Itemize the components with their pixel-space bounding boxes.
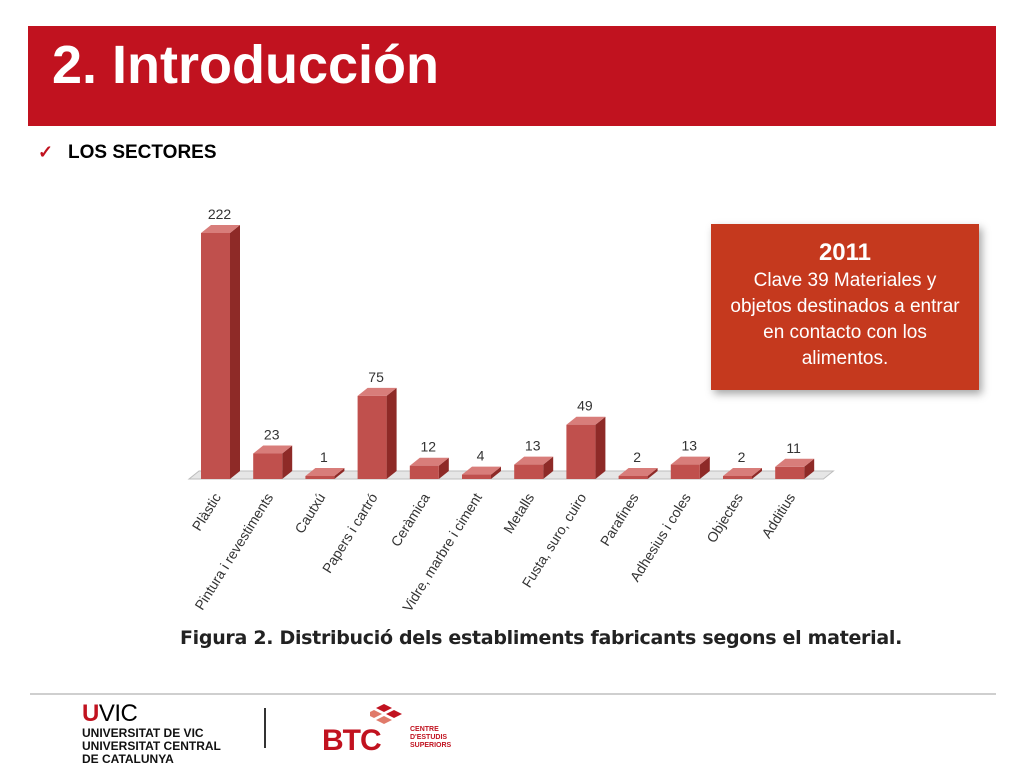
- uvic-logo: UVIC: [82, 700, 138, 728]
- uvic-logo-u: U: [82, 700, 99, 727]
- bar-top: [618, 468, 658, 476]
- bar-side: [543, 456, 554, 479]
- data-label: 75: [368, 369, 384, 385]
- bar-top: [670, 456, 710, 465]
- btc-logo-text: BTC: [322, 724, 382, 757]
- btc-logo-mark-icon: [370, 704, 402, 724]
- category-label: Ceràmica: [388, 490, 433, 549]
- data-label: 49: [577, 398, 593, 414]
- bar: [723, 476, 752, 479]
- bar-top: [462, 466, 501, 475]
- bar-side: [491, 466, 501, 479]
- bar-side: [699, 456, 710, 479]
- bar: [618, 476, 648, 479]
- bar: [514, 464, 544, 479]
- uvic-name: UNIVERSITAT DE VIC UNIVERSITAT CENTRAL D…: [82, 727, 221, 766]
- checkmark-icon: ✓: [38, 142, 54, 162]
- data-label: 1: [320, 449, 328, 465]
- chart-caption: Figura 2. Distribució dels establiments …: [180, 627, 902, 649]
- bar-side: [438, 457, 449, 479]
- btc-line: D'ESTUDIS: [410, 734, 448, 741]
- bar-side: [752, 468, 762, 479]
- category-label: Cautxú: [291, 490, 328, 536]
- bar: [409, 465, 439, 479]
- section-label: LOS SECTORES: [68, 142, 217, 163]
- callout-text: Clave 39 Materiales y objetos destinados…: [730, 270, 960, 369]
- title-bar: 2. Introducción: [28, 26, 996, 126]
- bar-top: [409, 457, 449, 466]
- footer-vertical-divider: [264, 708, 266, 748]
- uvic-line: UNIVERSITAT CENTRAL: [82, 739, 221, 753]
- data-label: 11: [786, 440, 801, 456]
- bar: [357, 395, 387, 479]
- data-label: 12: [421, 439, 437, 455]
- uvic-line: UNIVERSITAT DE VIC: [82, 726, 204, 740]
- bar-side: [804, 458, 815, 479]
- btc-line: SUPERIORS: [410, 742, 452, 749]
- bar-top: [253, 445, 293, 454]
- data-label: 13: [525, 438, 541, 454]
- bar: [566, 424, 596, 479]
- bar: [201, 233, 230, 479]
- category-label: Plàstic: [189, 490, 224, 533]
- callout-year: 2011: [818, 239, 872, 266]
- bar-top: [357, 387, 397, 396]
- category-label: Papers i cartró: [319, 490, 381, 576]
- data-label: 2: [738, 449, 746, 465]
- data-label: 4: [477, 448, 485, 464]
- category-label: Objectes: [703, 490, 746, 545]
- category-label: Parafines: [597, 490, 642, 549]
- bar-side: [386, 387, 397, 479]
- data-label: 2: [633, 449, 641, 465]
- data-label: 23: [264, 427, 280, 443]
- bar-top: [514, 456, 554, 465]
- btc-subtitle: CENTRE D'ESTUDIS SUPERIORS: [410, 726, 470, 750]
- section-heading: ✓ LOS SECTORES: [38, 142, 217, 164]
- uvic-line: DE CATALUNYA: [82, 752, 174, 766]
- footer-divider-line: [30, 693, 996, 695]
- btc-line: CENTRE: [410, 726, 439, 733]
- bar: [670, 464, 700, 479]
- bar: [253, 453, 283, 479]
- bar-top: [305, 468, 345, 476]
- category-label: Additius: [758, 490, 798, 541]
- bar-side: [647, 468, 658, 479]
- data-label: 222: [208, 206, 232, 222]
- bar-side: [595, 416, 606, 479]
- callout-box: 2011 Clave 39 Materiales y objetos desti…: [711, 224, 979, 390]
- bar: [775, 466, 805, 479]
- data-label: 13: [682, 438, 698, 454]
- category-label: Metalls: [500, 490, 537, 536]
- bar-side: [282, 445, 293, 479]
- bar-top: [201, 225, 240, 233]
- bar-top: [775, 458, 815, 467]
- page-title: 2. Introducción: [52, 35, 440, 95]
- bar-top: [723, 468, 762, 476]
- bar: [462, 474, 491, 479]
- bar-side: [230, 225, 240, 479]
- uvic-logo-vic: VIC: [98, 700, 138, 727]
- bar-side: [334, 468, 345, 479]
- bar-top: [566, 416, 606, 425]
- bar: [305, 476, 335, 479]
